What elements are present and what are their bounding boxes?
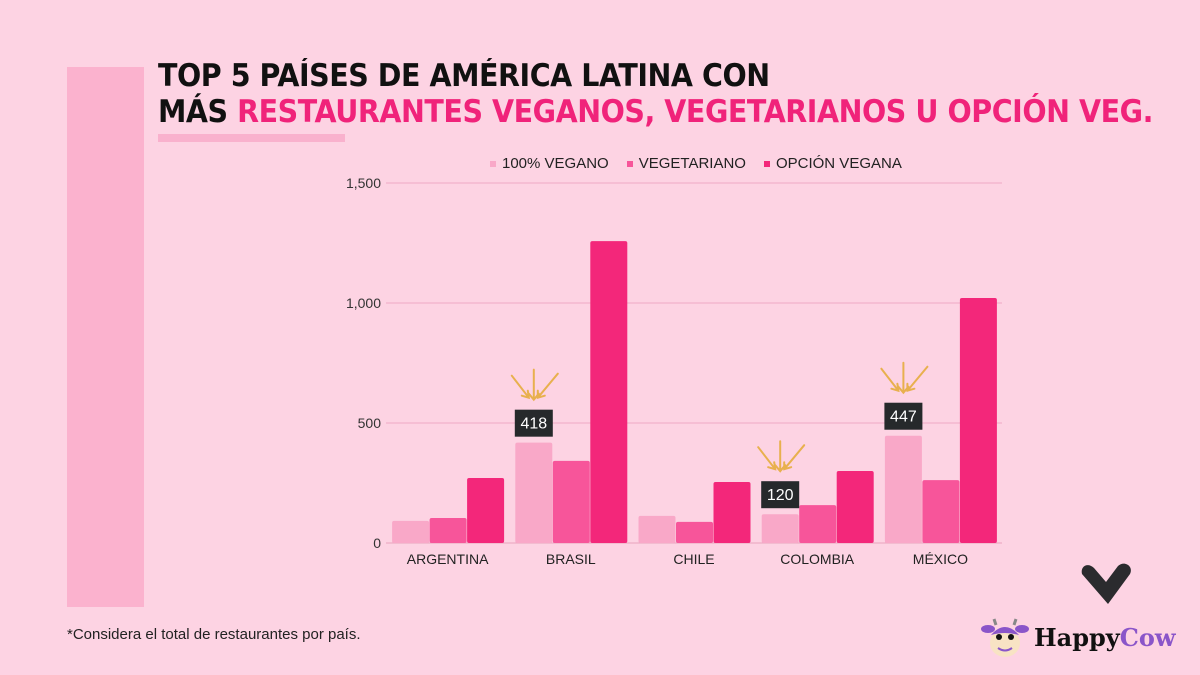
bar-vegetariano: [799, 505, 837, 543]
x-tick-label: CHILE: [673, 551, 714, 567]
title-line-2-accent: RESTAURANTES VEGANOS, VEGETARIANOS U OPC…: [237, 94, 1153, 130]
x-tick-label: MÉXICO: [913, 551, 968, 567]
footnote: *Considera el total de restaurantes por …: [67, 626, 361, 643]
decorative-side-panel: [67, 67, 144, 607]
title-line-2-prefix: MÁS: [158, 94, 238, 130]
x-tick-label: BRASIL: [546, 551, 596, 567]
bar-vegetariano: [429, 518, 467, 543]
bar-opci-n-vegana: [590, 241, 628, 543]
heart-icon: [1081, 563, 1131, 604]
y-tick-label: 1,500: [346, 175, 381, 191]
bar-100-vegano: [392, 520, 430, 543]
legend-item-vegano: 100% VEGANO: [490, 155, 609, 172]
y-tick-label: 0: [373, 535, 381, 551]
bar-100-vegano: [884, 435, 922, 543]
arrows-icon: [880, 361, 929, 395]
legend-swatch: [626, 160, 633, 167]
happycow-wordmark: HappyCow: [1034, 623, 1176, 652]
legend-label: VEGETARIANO: [638, 155, 746, 172]
chart-legend: 100% VEGANO VEGETARIANO OPCIÓN VEGANA: [490, 155, 902, 172]
bar-100-vegano: [761, 514, 799, 543]
legend-label: OPCIÓN VEGANA: [775, 155, 902, 172]
bar-vegetariano: [552, 460, 590, 543]
title-underline: [158, 134, 345, 142]
legend-label: 100% VEGANO: [502, 155, 609, 172]
legend-swatch: [763, 160, 770, 167]
data-label: 447: [890, 409, 917, 426]
y-tick-label: 500: [358, 415, 382, 431]
legend-item-opcion-vegana: OPCIÓN VEGANA: [763, 155, 902, 172]
arrow-icon: [536, 372, 559, 400]
title-line-2: MÁS RESTAURANTES VEGANOS, VEGETARIANOS U…: [158, 94, 1153, 130]
data-label: 418: [520, 416, 547, 433]
logo-word-cow: Cow: [1119, 622, 1176, 652]
arrow-icon: [880, 367, 900, 393]
data-label-box: [761, 481, 800, 509]
bar-opci-n-vegana: [467, 477, 505, 543]
legend-swatch: [490, 160, 496, 167]
arrow-icon: [757, 446, 777, 471]
bar-opci-n-vegana: [959, 297, 997, 543]
data-label-box: [884, 402, 923, 430]
bar-100-vegano: [638, 515, 676, 543]
title-line-1: TOP 5 PAÍSES DE AMÉRICA LATINA CON: [158, 58, 770, 94]
chart-title: TOP 5 PAÍSES DE AMÉRICA LATINA CON MÁS R…: [158, 58, 1153, 130]
arrow-icon: [906, 365, 929, 393]
y-tick-label: 1,000: [346, 295, 381, 311]
happycow-cow-icon: [981, 618, 1029, 657]
bar-opci-n-vegana: [836, 471, 874, 543]
data-label-box: [514, 409, 553, 437]
logo-word-happy: Happy: [1034, 622, 1120, 652]
arrow-icon: [783, 444, 806, 471]
x-tick-label: COLOMBIA: [780, 551, 855, 567]
bar-100-vegano: [515, 442, 553, 543]
arrows-icon: [757, 440, 806, 473]
bar-vegetariano: [922, 480, 960, 543]
bar-vegetariano: [676, 521, 713, 543]
bar-opci-n-vegana: [713, 482, 751, 543]
data-label: 120: [767, 487, 794, 504]
legend-item-vegetariano: VEGETARIANO: [626, 155, 746, 172]
happycow-logo: HappyCow: [980, 615, 1176, 659]
arrows-icon: [510, 368, 559, 402]
arrow-icon: [510, 374, 531, 400]
x-tick-label: ARGENTINA: [407, 551, 489, 567]
